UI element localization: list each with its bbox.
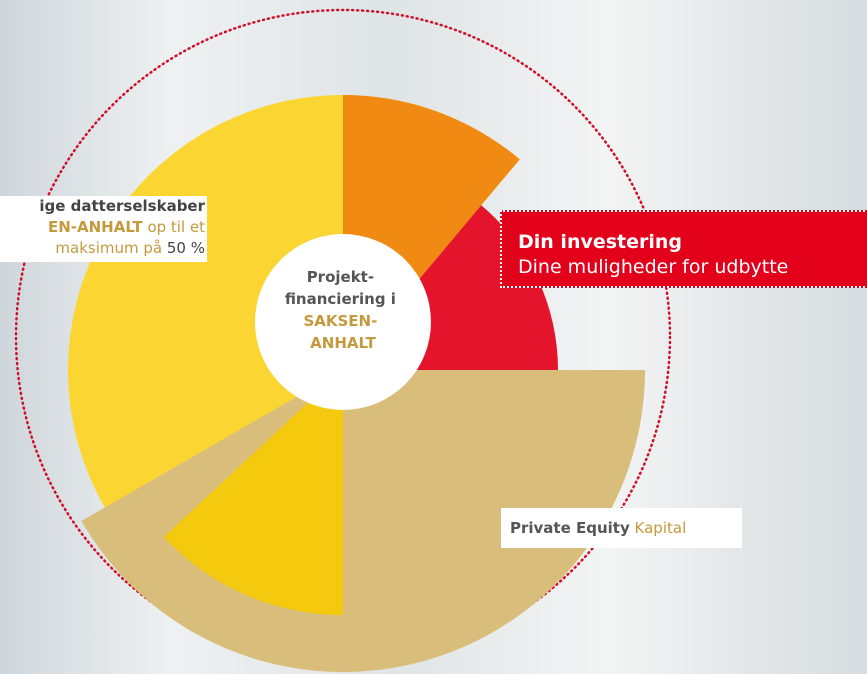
left-bold: EN-ANHALT: [47, 218, 143, 236]
dotted-ring: [14, 8, 672, 666]
beige-sector: [81, 370, 645, 672]
left-line3: maksimum på 50 %: [0, 238, 205, 259]
left-label: ige datterselskaber EN-ANHALT op til et …: [0, 196, 207, 262]
left-line1: ige datterselskaber: [39, 197, 205, 215]
left-line2: EN-ANHALT op til et: [0, 217, 205, 238]
left-value: 50 %: [166, 239, 205, 257]
equity-box: Private Equity Kapital: [501, 508, 742, 548]
center-text: Projekt- financiering i SAKSEN- ANHALT: [285, 268, 401, 352]
center-circle: [255, 234, 431, 410]
investment-box: Din investering Dine muligheder for udby…: [500, 210, 867, 288]
left-text: maksimum på: [55, 239, 163, 257]
equity-rest: Kapital: [634, 519, 687, 537]
investment-title: Din investering: [518, 231, 683, 253]
investment-subtitle: Dine muligheder for udbytte: [518, 256, 789, 278]
left-rest: op til et: [147, 218, 205, 236]
equity-bold: Private Equity: [510, 519, 630, 537]
dark-yellow-sector: [163, 370, 343, 615]
